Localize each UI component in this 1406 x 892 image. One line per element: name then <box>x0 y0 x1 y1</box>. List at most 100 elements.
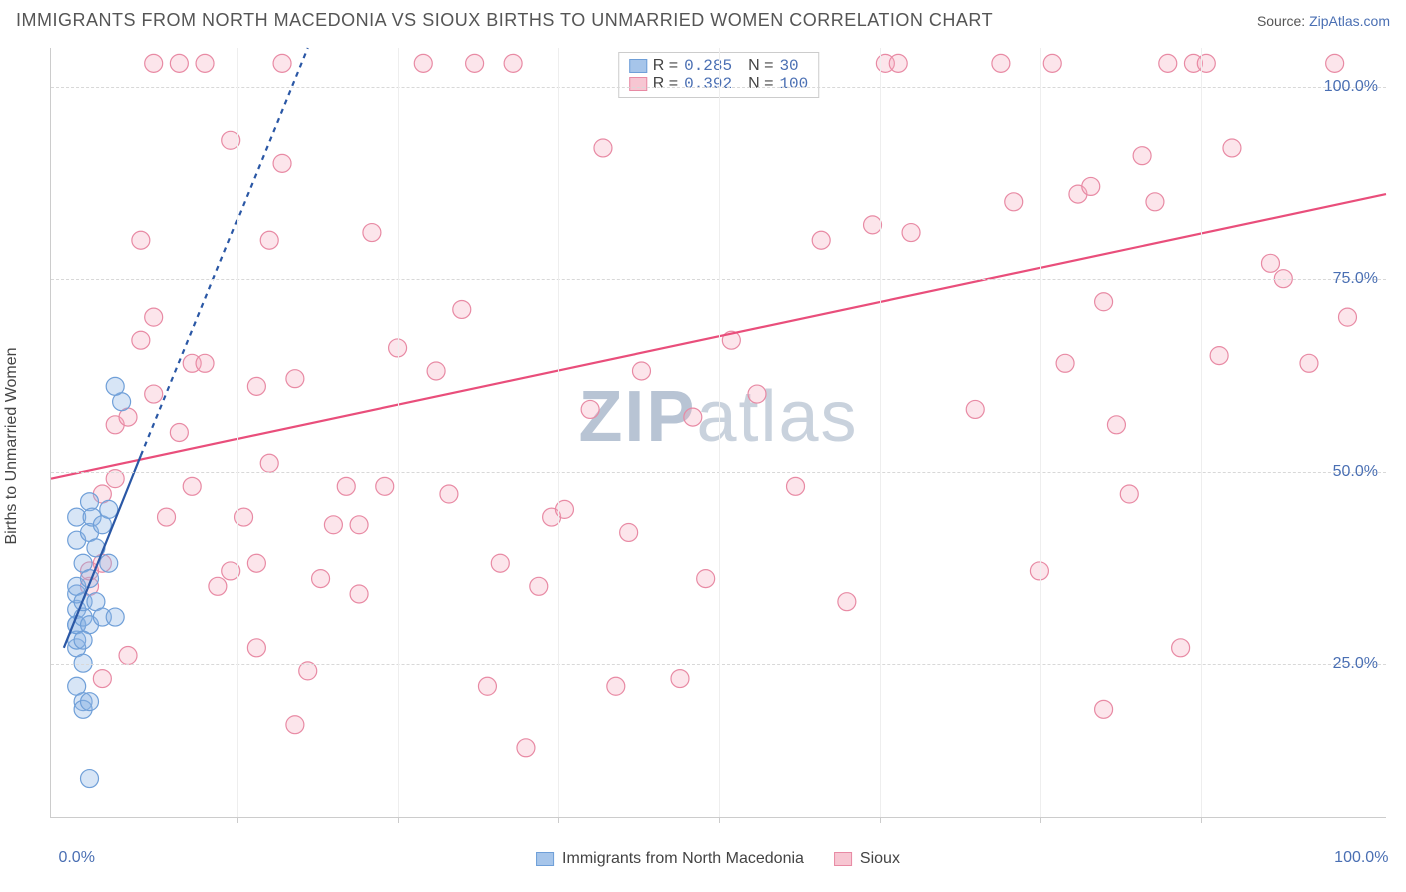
legend-swatch <box>536 852 554 866</box>
scatter-point-sioux <box>170 424 188 442</box>
scatter-point-sioux <box>312 570 330 588</box>
y-tick-label: 25.0% <box>1333 655 1378 673</box>
scatter-point-sioux <box>620 523 638 541</box>
scatter-point-sioux <box>376 477 394 495</box>
scatter-point-macedonia <box>100 500 118 518</box>
scatter-point-sioux <box>787 477 805 495</box>
gridline-v <box>719 48 720 817</box>
scatter-point-sioux <box>607 677 625 695</box>
scatter-point-sioux <box>1095 293 1113 311</box>
x-tickmark <box>558 817 559 823</box>
scatter-point-sioux <box>838 593 856 611</box>
x-tickmark <box>1040 817 1041 823</box>
scatter-point-sioux <box>145 385 163 403</box>
x-tickmark <box>719 817 720 823</box>
scatter-point-sioux <box>93 670 111 688</box>
scatter-point-sioux <box>286 370 304 388</box>
scatter-point-sioux <box>504 54 522 72</box>
scatter-point-sioux <box>453 300 471 318</box>
scatter-point-sioux <box>671 670 689 688</box>
scatter-point-sioux <box>466 54 484 72</box>
plot-area: ZIPatlas R = 0.285N = 30R = 0.392N = 100… <box>50 48 1386 818</box>
scatter-point-sioux <box>1043 54 1061 72</box>
gridline-v <box>880 48 881 817</box>
scatter-point-sioux <box>145 308 163 326</box>
scatter-point-sioux <box>414 54 432 72</box>
scatter-point-macedonia <box>81 693 99 711</box>
scatter-point-sioux <box>1172 639 1190 657</box>
gridline-v <box>237 48 238 817</box>
x-tick-label: 0.0% <box>58 849 94 867</box>
scatter-point-macedonia <box>106 377 124 395</box>
scatter-point-sioux <box>273 54 291 72</box>
scatter-point-sioux <box>594 139 612 157</box>
plot-frame: ZIPatlas R = 0.285N = 30R = 0.392N = 100… <box>50 48 1386 818</box>
scatter-point-sioux <box>1082 177 1100 195</box>
gridline-v <box>1201 48 1202 817</box>
scatter-point-sioux <box>684 408 702 426</box>
scatter-point-sioux <box>363 224 381 242</box>
x-tickmark <box>398 817 399 823</box>
scatter-point-sioux <box>1326 54 1344 72</box>
scatter-point-sioux <box>1338 308 1356 326</box>
y-tick-label: 100.0% <box>1324 78 1378 96</box>
scatter-point-sioux <box>491 554 509 572</box>
scatter-point-sioux <box>517 739 535 757</box>
scatter-point-macedonia <box>81 770 99 788</box>
scatter-point-sioux <box>132 331 150 349</box>
scatter-point-macedonia <box>100 554 118 572</box>
scatter-point-sioux <box>324 516 342 534</box>
y-axis-label: Births to Unmarried Women <box>3 347 21 544</box>
x-tickmark <box>237 817 238 823</box>
scatter-point-sioux <box>196 354 214 372</box>
source-attribution: Source: ZipAtlas.com <box>1257 13 1390 29</box>
x-tickmark <box>1201 817 1202 823</box>
scatter-point-sioux <box>1095 700 1113 718</box>
legend-series-item: Immigrants from North Macedonia <box>536 850 804 868</box>
source-link[interactable]: ZipAtlas.com <box>1309 13 1390 29</box>
scatter-point-sioux <box>1133 147 1151 165</box>
scatter-point-sioux <box>119 647 137 665</box>
scatter-point-sioux <box>1300 354 1318 372</box>
scatter-point-sioux <box>209 577 227 595</box>
gridline-v <box>398 48 399 817</box>
scatter-point-macedonia <box>74 631 92 649</box>
legend-swatch <box>629 77 647 91</box>
chart-header: IMMIGRANTS FROM NORTH MACEDONIA VS SIOUX… <box>16 10 1390 31</box>
scatter-point-sioux <box>1056 354 1074 372</box>
scatter-point-sioux <box>145 54 163 72</box>
y-tick-label: 75.0% <box>1333 270 1378 288</box>
legend-swatch <box>834 852 852 866</box>
scatter-point-sioux <box>889 54 907 72</box>
scatter-point-macedonia <box>106 608 124 626</box>
scatter-point-sioux <box>132 231 150 249</box>
scatter-point-sioux <box>1146 193 1164 211</box>
legend-swatch <box>629 59 647 73</box>
scatter-point-sioux <box>247 377 265 395</box>
trend-line-macedonia-ext <box>141 48 308 456</box>
legend-series-label: Immigrants from North Macedonia <box>562 850 804 868</box>
scatter-point-sioux <box>286 716 304 734</box>
y-tick-label: 50.0% <box>1333 463 1378 481</box>
scatter-point-sioux <box>183 477 201 495</box>
gridline-v <box>558 48 559 817</box>
scatter-point-sioux <box>427 362 445 380</box>
scatter-point-sioux <box>1261 254 1279 272</box>
scatter-point-sioux <box>260 454 278 472</box>
scatter-point-sioux <box>247 639 265 657</box>
x-tickmark <box>880 817 881 823</box>
scatter-point-sioux <box>812 231 830 249</box>
x-tick-label: 100.0% <box>1334 849 1388 867</box>
scatter-point-sioux <box>247 554 265 572</box>
scatter-point-sioux <box>992 54 1010 72</box>
scatter-point-sioux <box>530 577 548 595</box>
legend-series-label: Sioux <box>860 850 900 868</box>
scatter-point-sioux <box>1120 485 1138 503</box>
series-legend: Immigrants from North Macedonia Sioux <box>536 850 900 868</box>
scatter-point-sioux <box>196 54 214 72</box>
scatter-point-sioux <box>337 477 355 495</box>
scatter-point-sioux <box>158 508 176 526</box>
scatter-point-sioux <box>1005 193 1023 211</box>
scatter-point-sioux <box>1210 347 1228 365</box>
scatter-point-sioux <box>966 400 984 418</box>
